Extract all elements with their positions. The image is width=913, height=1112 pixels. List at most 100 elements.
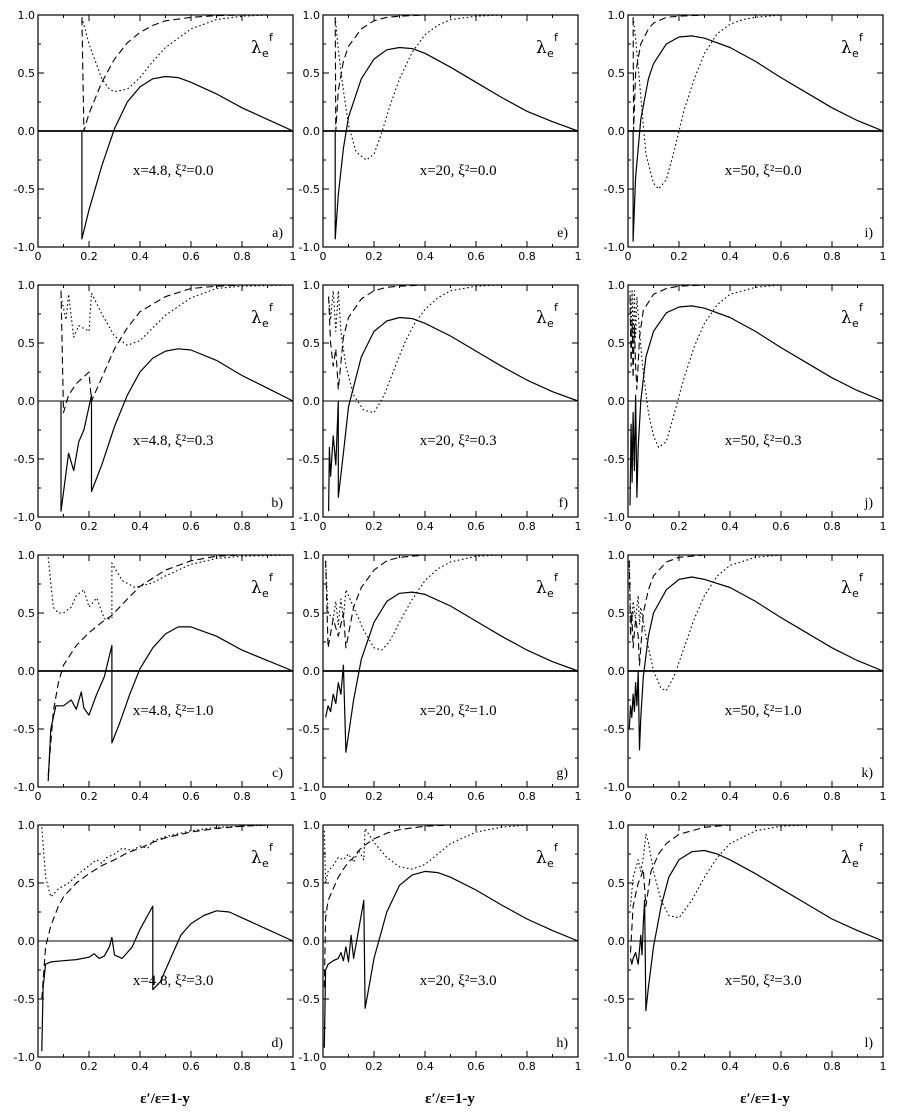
x-tick-label: 0.8 xyxy=(518,1060,536,1073)
x-tick-label: 0.2 xyxy=(365,1060,383,1073)
series-line-dotted xyxy=(629,824,883,919)
x-tick-label: 0.2 xyxy=(365,520,383,533)
chart-panel-k: 0 0.2 0.4 0.6 0.8 1 -1.0 -0.5 0.0 0.5 1.0 λ ef x=50, … xyxy=(604,549,887,803)
parameter-annotation: x=50, ξ²=1.0 xyxy=(725,703,802,719)
panel-label: l) xyxy=(864,1036,873,1051)
x-tick-label: 0.4 xyxy=(721,520,739,533)
panels-layer: 0 0.2 0.4 0.6 0.8 1-1.0-0.50.00.51.0λ efx=4.8,… xyxy=(14,9,887,1073)
panel-label: d) xyxy=(271,1036,283,1051)
x-tick-label: 0.2 xyxy=(80,250,98,263)
parameter-annotation: x=4.8, ξ²=3.0 xyxy=(133,973,214,989)
y-tick-label: 0.5 xyxy=(18,67,36,80)
x-tick-label: 0.4 xyxy=(416,520,434,533)
y-tick-label: -0.5 xyxy=(299,723,320,736)
series-line-solid xyxy=(328,316,579,512)
x-axis-label: ε′/ε=1-y xyxy=(740,1091,790,1107)
x-tick-label: 0.8 xyxy=(233,520,251,533)
parameter-annotation: x=20, ξ²=1.0 xyxy=(420,703,497,719)
y-symbol-subscript: e xyxy=(547,47,554,60)
x-tick-label: 0.2 xyxy=(670,790,688,803)
x-tick-label: 0.2 xyxy=(670,250,688,263)
y-symbol-subscript: e xyxy=(262,47,269,60)
x-tick-label: 0.6 xyxy=(467,250,485,263)
parameter-annotation: x=4.8, ξ²=0.3 xyxy=(133,433,214,449)
y-symbol-superscript: f xyxy=(859,841,864,854)
y-symbol-label: λ xyxy=(536,38,547,58)
y-symbol-label: λ xyxy=(251,38,262,58)
series-line-dotted xyxy=(41,824,293,898)
y-symbol-label: λ xyxy=(251,308,262,328)
chart-panel-g: 0 0.2 0.4 0.6 0.8 1 -1.0 -0.5 0.0 0.5 1.0 λ ef x=20, … xyxy=(299,549,582,803)
panel-label: c) xyxy=(272,766,283,781)
y-symbol-label: λ xyxy=(841,578,852,598)
x-tick-label: 1 xyxy=(575,520,582,533)
chart-panel-l: 0 0.2 0.4 0.6 0.8 1 -1.0 -0.5 0.0 0.5 1.0 λ ef x=50, … xyxy=(604,819,887,1073)
y-tick-label: -0.5 xyxy=(604,723,625,736)
y-tick-label: -0.5 xyxy=(14,723,35,736)
x-tick-label: 0.6 xyxy=(182,1060,200,1073)
x-tick-label: 0 xyxy=(625,790,632,803)
y-symbol-subscript: e xyxy=(262,857,269,870)
y-symbol-label: λ xyxy=(841,38,852,58)
x-tick-label: 0.2 xyxy=(80,1060,98,1073)
series-line-dashed xyxy=(334,14,578,132)
x-tick-label: 0.6 xyxy=(182,520,200,533)
x-tick-label: 0 xyxy=(35,1060,42,1073)
y-tick-label: 1.0 xyxy=(18,279,36,292)
parameter-annotation: x=20, ξ²=0.3 xyxy=(420,433,497,449)
series-line-dashed xyxy=(325,554,578,649)
panel-label: k) xyxy=(861,766,873,781)
series-line-dashed xyxy=(81,14,293,132)
y-tick-label: -1.0 xyxy=(604,241,625,254)
series-line-solid xyxy=(41,905,294,1052)
y-tick-label: -0.5 xyxy=(604,183,625,196)
x-tick-label: 0.4 xyxy=(416,250,434,263)
y-symbol-superscript: f xyxy=(554,571,559,584)
y-symbol-superscript: f xyxy=(859,31,864,44)
x-axis-label: ε′/ε=1-y xyxy=(425,1091,475,1107)
y-tick-label: 0.5 xyxy=(608,67,626,80)
series-line-dashed xyxy=(629,284,883,390)
y-tick-label: -0.5 xyxy=(14,453,35,466)
x-axis-label: ε′/ε=1-y xyxy=(140,1091,190,1107)
x-tick-label: 0.4 xyxy=(131,520,149,533)
chart-panel-f: 0 0.2 0.4 0.6 0.8 1 -1.0 -0.5 0.0 0.5 1.0 λ ef x=20, … xyxy=(299,279,582,533)
parameter-annotation: x=50, ξ²=0.0 xyxy=(725,163,802,179)
y-tick-label: -1.0 xyxy=(604,1051,625,1064)
y-symbol-superscript: f xyxy=(859,571,864,584)
y-tick-label: -0.5 xyxy=(14,993,35,1006)
x-tick-label: 0.4 xyxy=(416,790,434,803)
x-tick-label: 1 xyxy=(880,250,887,263)
x-tick-label: 0.2 xyxy=(80,790,98,803)
series-line-solid xyxy=(60,348,294,512)
series-line-solid xyxy=(81,75,294,240)
y-symbol-superscript: f xyxy=(554,841,559,854)
chart-panel-b: 0 0.2 0.4 0.6 0.8 1 -1.0 -0.5 0.0 0.5 1.0 λ ef x=4.8,… xyxy=(14,279,297,533)
panel-label: b) xyxy=(271,496,283,511)
y-symbol-subscript: e xyxy=(852,857,859,870)
y-tick-label: 0.5 xyxy=(18,877,36,890)
panel-label: e) xyxy=(557,226,568,241)
x-tick-label: 0.8 xyxy=(233,790,251,803)
x-tick-label: 0 xyxy=(320,1060,327,1073)
parameter-annotation: x=50, ξ²=0.3 xyxy=(725,433,802,449)
x-tick-label: 0.8 xyxy=(823,250,841,263)
y-tick-label: 1.0 xyxy=(303,549,321,562)
y-tick-label: 0.0 xyxy=(303,125,321,138)
x-tick-label: 0.6 xyxy=(182,790,200,803)
x-axis-labels-layer: ε′/ε=1-y ε′/ε=1-y ε′/ε=1-y xyxy=(140,1091,790,1107)
y-tick-label: 0.5 xyxy=(608,337,626,350)
x-tick-label: 0.4 xyxy=(721,1060,739,1073)
y-symbol-superscript: f xyxy=(269,31,274,44)
y-symbol-label: λ xyxy=(536,308,547,328)
y-tick-label: -1.0 xyxy=(299,241,320,254)
y-symbol-superscript: f xyxy=(554,31,559,44)
x-tick-label: 0.4 xyxy=(416,1060,434,1073)
parameter-annotation: x=4.8, ξ²=0.0 xyxy=(133,163,214,179)
series-line-dotted xyxy=(47,554,294,620)
series-line-dotted xyxy=(325,554,578,651)
x-tick-label: 0.8 xyxy=(518,790,536,803)
x-tick-label: 0 xyxy=(35,250,42,263)
y-symbol-subscript: e xyxy=(852,47,859,60)
x-tick-label: 0.8 xyxy=(518,250,536,263)
